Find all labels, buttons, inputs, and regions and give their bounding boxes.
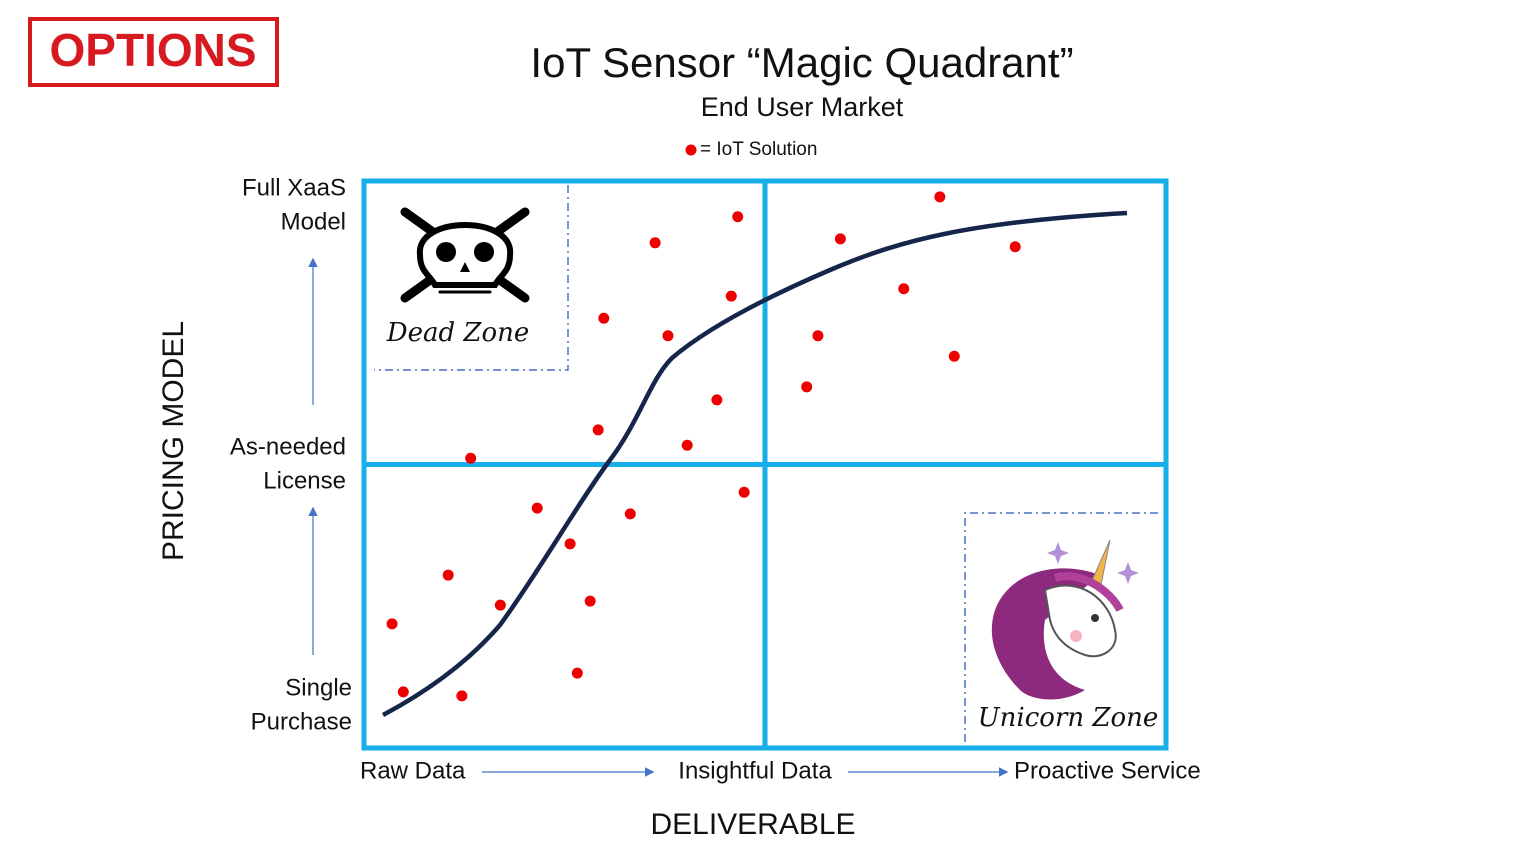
data-point — [564, 538, 576, 550]
chart-subtitle: End User Market — [701, 92, 904, 122]
data-point — [898, 283, 910, 295]
legend-marker — [685, 144, 697, 156]
x-axis-title: DELIVERABLE — [650, 808, 855, 841]
data-point — [725, 290, 737, 302]
data-point — [397, 686, 409, 698]
unicorn-icon — [991, 539, 1139, 700]
y-category-label: As-needed — [230, 433, 346, 460]
skull-icon — [400, 207, 530, 303]
y-category-label: Single — [285, 674, 352, 701]
zone-border — [964, 512, 1160, 742]
data-point — [571, 667, 583, 679]
x-category-label: Insightful Data — [678, 757, 832, 784]
legend-label: = IoT Solution — [700, 139, 817, 160]
data-point — [934, 191, 946, 203]
logo: OPTIONS — [49, 24, 256, 76]
data-point — [948, 350, 960, 362]
zone-label: Dead Zone — [386, 318, 530, 348]
data-point — [681, 439, 693, 451]
data-point — [465, 452, 477, 464]
x-category-label: Raw Data — [360, 757, 466, 784]
data-point — [592, 424, 604, 436]
x-category-label: Proactive Service — [1014, 757, 1201, 784]
data-point — [442, 569, 454, 581]
chart-title: IoT Sensor “Magic Quadrant” — [530, 39, 1073, 86]
data-point — [662, 330, 674, 342]
y-axis-title: PRICING MODEL — [157, 321, 190, 561]
data-point — [386, 618, 398, 630]
data-point — [624, 508, 636, 520]
data-point — [711, 394, 723, 406]
y-category-label: License — [263, 467, 346, 494]
y-category-label: Model — [281, 208, 346, 235]
data-point — [1009, 241, 1021, 253]
y-category-label: Purchase — [251, 708, 352, 735]
data-point — [738, 486, 750, 498]
data-point — [812, 330, 824, 342]
y-category-label: Full XaaS — [242, 174, 346, 201]
data-point — [494, 599, 506, 611]
zone-border — [374, 185, 569, 371]
logo-box — [28, 17, 279, 87]
data-point — [456, 690, 468, 702]
data-point — [531, 502, 543, 514]
data-point — [834, 233, 846, 245]
data-point — [732, 211, 744, 223]
data-point — [801, 381, 813, 393]
data-point — [649, 237, 661, 249]
data-point — [598, 312, 610, 324]
zone-label: Unicorn Zone — [978, 703, 1158, 733]
trend-curve — [381, 210, 1128, 717]
data-point — [584, 595, 596, 607]
